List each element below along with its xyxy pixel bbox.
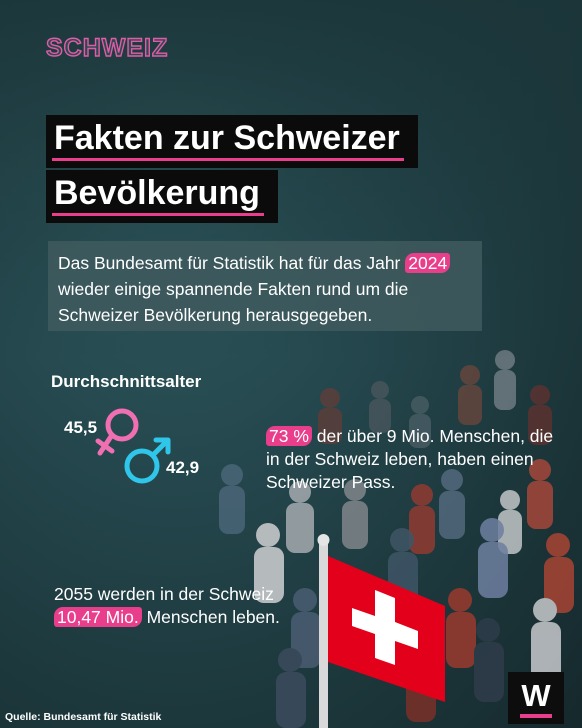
population-fact-before: 2055 werden in der Schweiz — [54, 584, 274, 604]
passport-fact-text: der über 9 Mio. Menschen, die in der Sch… — [266, 426, 554, 492]
logo-underline — [520, 714, 552, 718]
brand-label: SCHWEIZ — [45, 33, 169, 62]
population-2055-fact: 2055 werden in der Schweiz 10,47 Mio. Me… — [54, 583, 314, 629]
logo-letter: W — [521, 678, 551, 713]
passport-fact: 73 % der über 9 Mio. Menschen, die in de… — [266, 425, 566, 494]
headline-text-1: Fakten zur Schweizer — [54, 119, 400, 157]
headline-text-2: Bevölkerung — [54, 174, 260, 212]
population-highlight: 10,47 Mio. — [54, 607, 142, 627]
population-fact-after: Menschen leben. — [146, 607, 280, 627]
male-symbol-icon — [124, 437, 171, 484]
average-age-title: Durchschnittsalter — [51, 372, 202, 391]
headline-line-2: Bevölkerung — [46, 170, 278, 223]
source-caption: Quelle: Bundesamt für Statistik — [5, 711, 162, 723]
intro-text-after: wieder einige spannende Fakten rund um d… — [58, 279, 409, 325]
intro-year-highlight: 2024 — [405, 253, 451, 273]
headline-underline-2 — [52, 213, 264, 216]
male-average-age: 42,9 — [166, 458, 200, 477]
female-symbol-icon — [95, 408, 139, 456]
headline-underline-1 — [52, 158, 404, 161]
intro-text-before: Das Bundesamt für Statistik hat für das … — [58, 253, 401, 273]
headline-line-1: Fakten zur Schweizer — [46, 115, 418, 168]
female-average-age: 45,5 — [64, 418, 98, 437]
intro-box: Das Bundesamt für Statistik hat für das … — [48, 241, 482, 331]
publisher-logo: W — [508, 672, 564, 724]
passport-percent-highlight: 73 % — [266, 426, 312, 446]
